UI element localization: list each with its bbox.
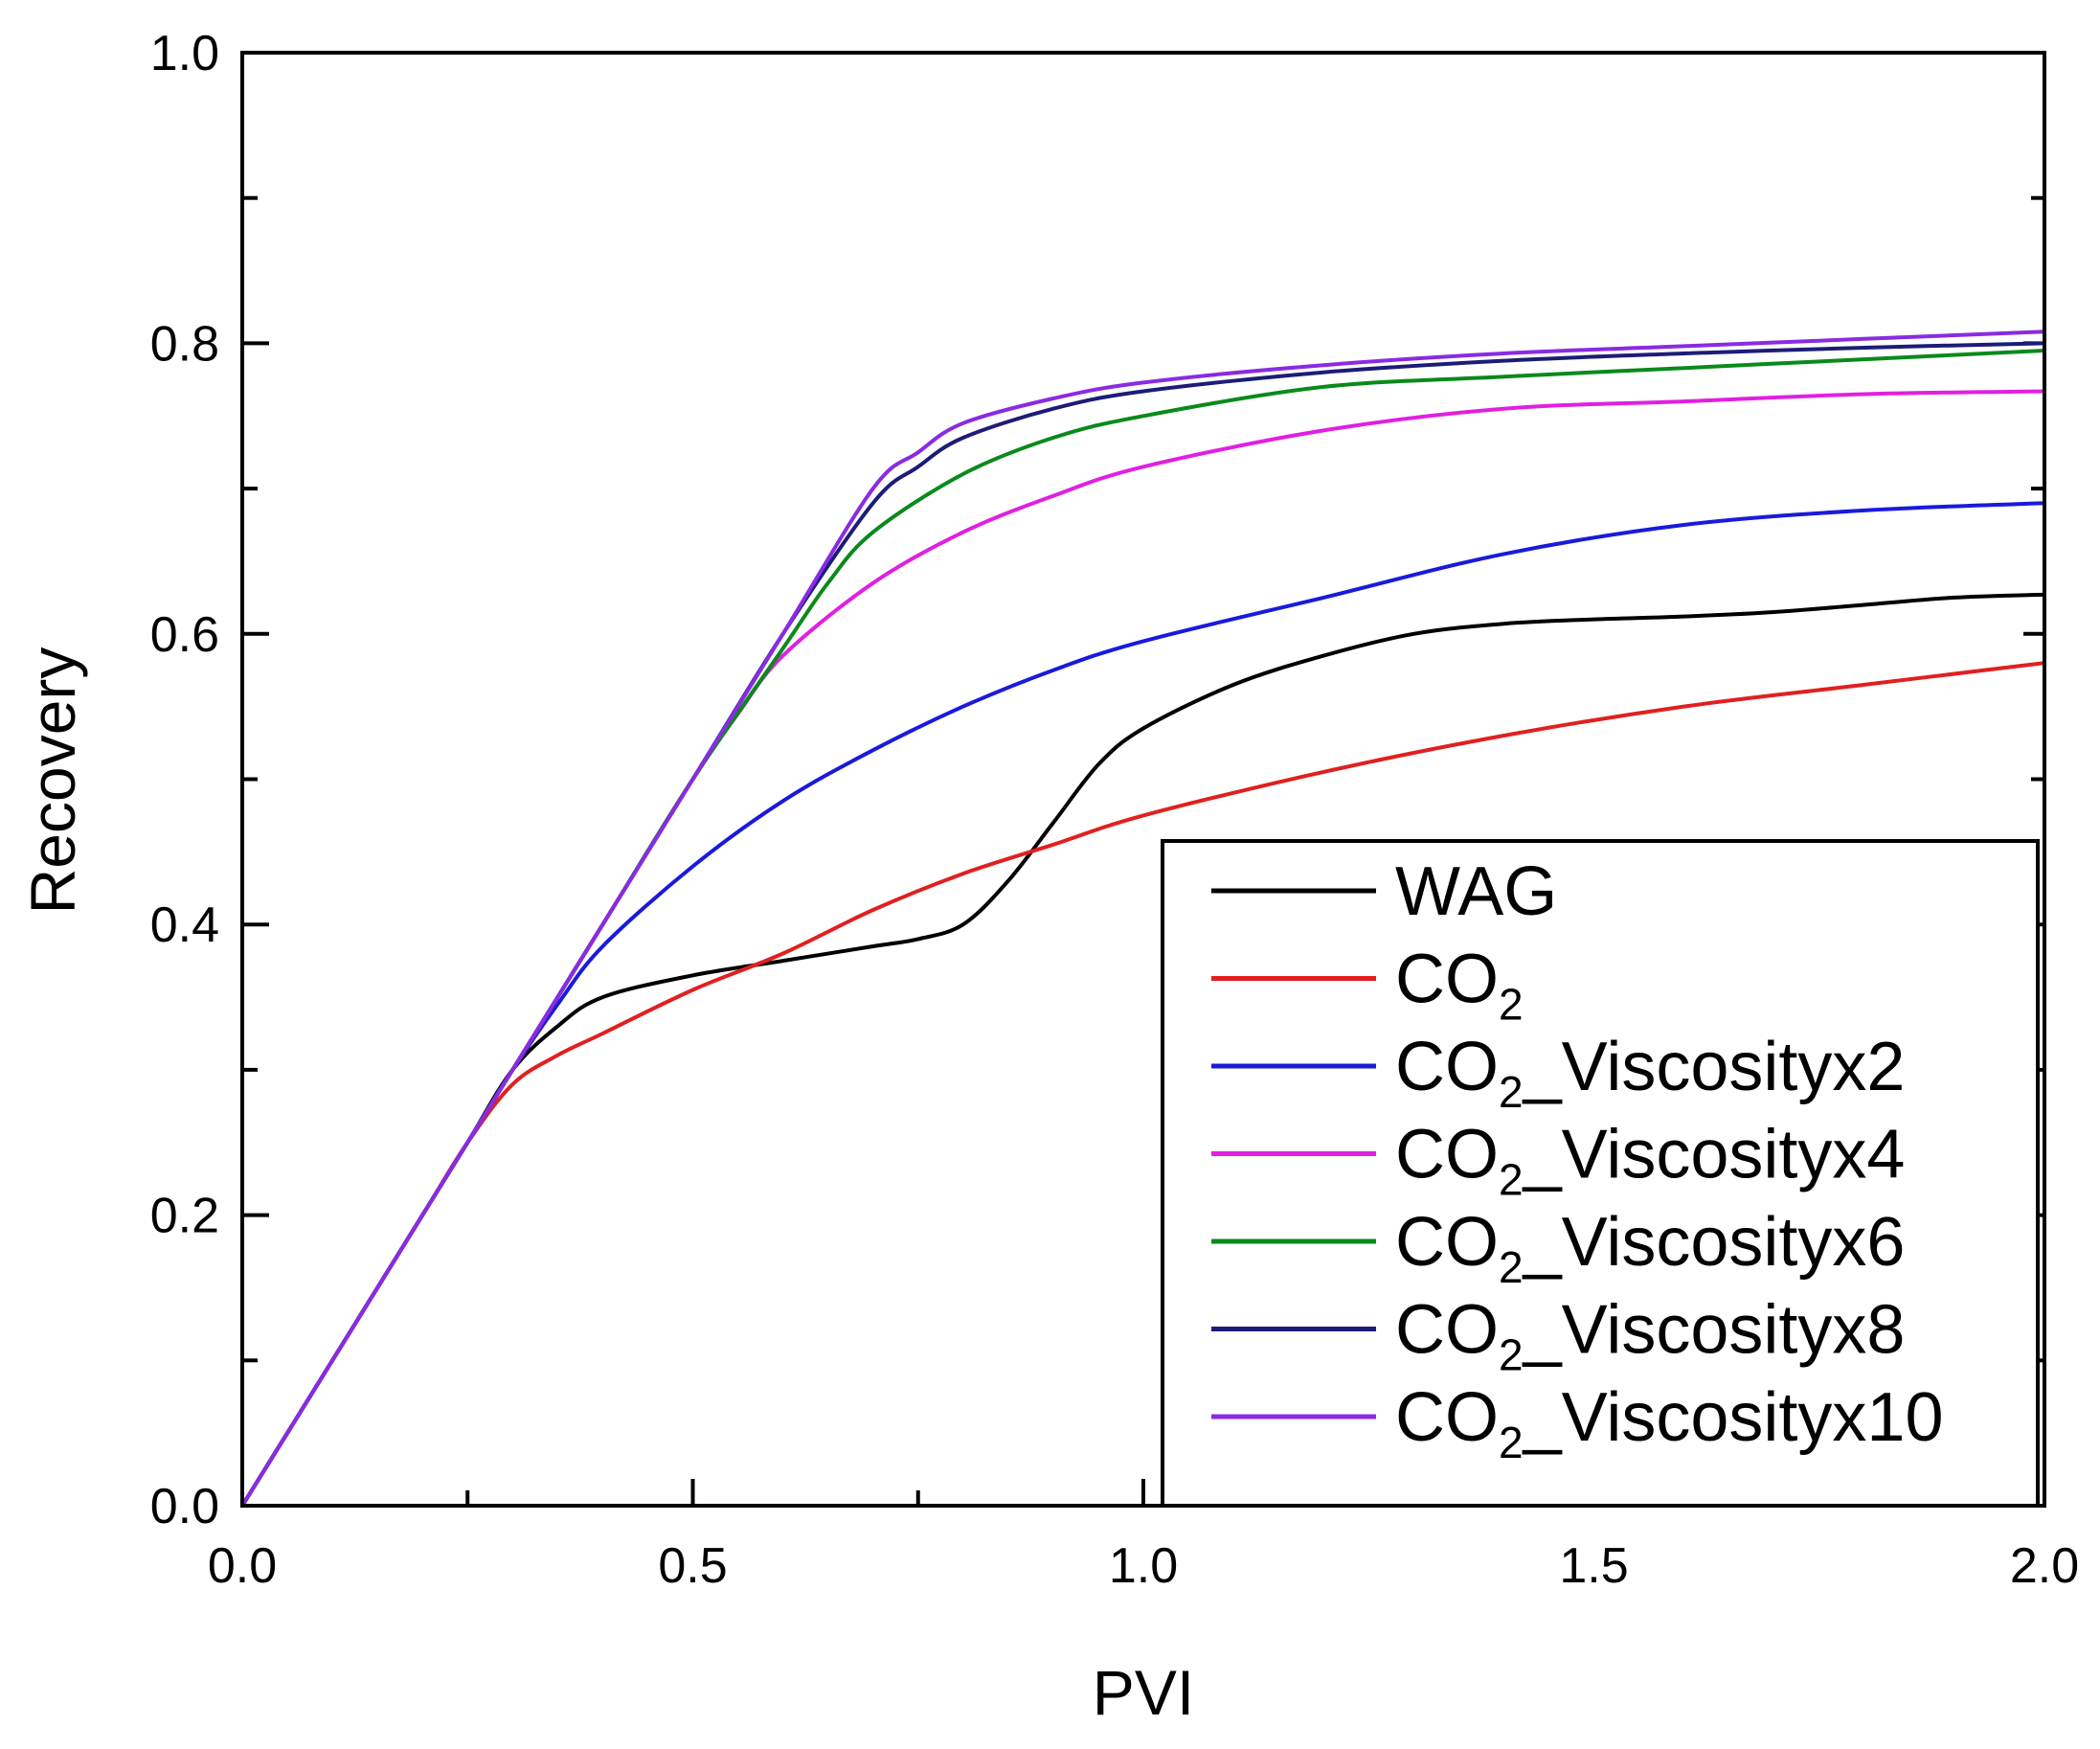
series-lines (240, 329, 2045, 1508)
plot-frame (240, 51, 2046, 1508)
y-tick-label: 0.0 (150, 1479, 219, 1534)
legend: WAGCO2CO2_Viscosityx2CO2_Viscosityx4CO2_… (1161, 839, 2040, 1508)
legend-label-co2-viscosityx6: CO2_Viscosityx6 (1395, 1204, 1905, 1292)
legend-box (1161, 839, 2040, 1508)
y-tick-label: 0.8 (150, 316, 219, 372)
x-axis-title: PVI (1093, 1657, 1194, 1728)
legend-label-co2-viscosityx2: CO2_Viscosityx2 (1395, 1029, 1905, 1117)
x-tick-label: 0.0 (208, 1538, 277, 1594)
legend-label-co2-viscosityx8: CO2_Viscosityx8 (1395, 1292, 1905, 1380)
y-tick-label: 1.0 (150, 26, 219, 81)
y-tick-label: 0.2 (150, 1189, 219, 1244)
x-tick-label: 1.0 (1109, 1538, 1178, 1594)
legend-label-co2-viscosityx4: CO2_Viscosityx4 (1395, 1117, 1905, 1205)
x-tick-label: 0.5 (658, 1538, 727, 1594)
x-tick-label: 1.5 (1559, 1538, 1628, 1594)
y-axis-title: Recovery (17, 647, 88, 915)
y-tick-labels: 0.0 0.2 0.4 0.6 0.8 1.0 (150, 26, 219, 1534)
y-tick-label: 0.6 (150, 607, 219, 663)
y-tick-label: 0.4 (150, 897, 219, 953)
legend-label-wag: WAG (1395, 853, 1557, 930)
x-tick-labels: 0.0 0.5 1.0 1.5 2.0 (208, 1538, 2079, 1594)
series-line-co2-viscosityx10 (240, 329, 2045, 1508)
legend-label-co2-viscosityx10: CO2_Viscosityx10 (1395, 1379, 1943, 1467)
legend-label-co2: CO2 (1395, 942, 1524, 1030)
x-tick-label: 2.0 (2010, 1538, 2079, 1594)
